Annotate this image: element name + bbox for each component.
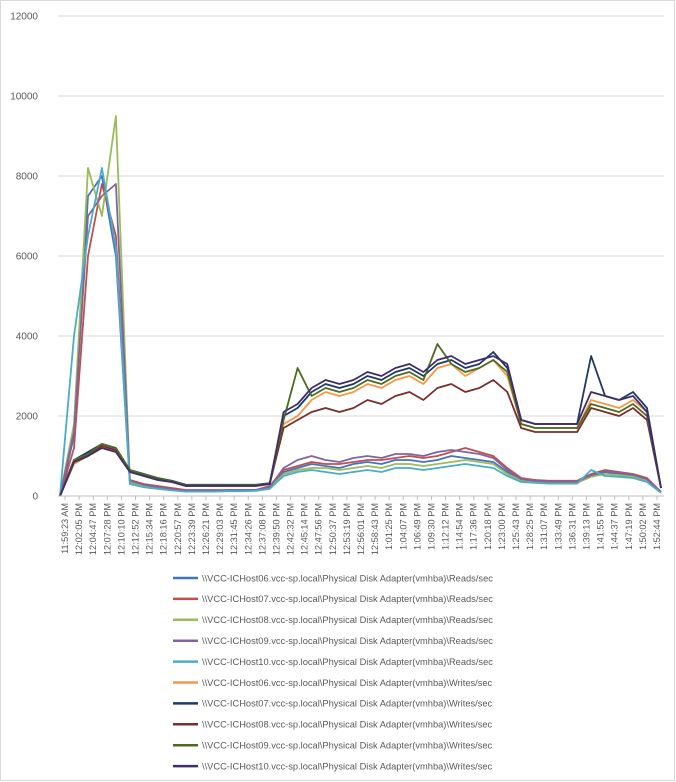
legend-label: \\VCC-ICHost08.vcc-sp.local\Physical Dis… <box>202 615 493 625</box>
x-tick-label: 12:07:28 PM <box>102 503 112 555</box>
x-tick-label: 1:36:31 PM <box>567 503 577 550</box>
x-tick-label: 12:58:43 PM <box>370 503 380 555</box>
x-axis-ticks: 11:59:23 AM 12:02:05 PM 12:04:47 PM 12:07:2… <box>60 496 662 555</box>
x-tick-label: 1:04:07 PM <box>398 503 408 550</box>
legend-item: \\VCC-ICHost06.vcc-sp.local\Physical Dis… <box>173 678 493 688</box>
x-tick-label: 1:47:19 PM <box>624 503 634 550</box>
x-tick-label: 12:04:47 PM <box>88 503 98 555</box>
x-tick-label: 1:25:43 PM <box>511 503 521 550</box>
y-tick-label: 6000 <box>16 252 39 263</box>
y-tick-label: 0 <box>32 492 38 503</box>
legend-item: \\VCC-ICHost10.vcc-sp.local\Physical Dis… <box>173 761 493 771</box>
series-line-5 <box>59 167 662 497</box>
legend-label: \\VCC-ICHost09.vcc-sp.local\Physical Dis… <box>202 636 493 646</box>
x-tick-label: 12:20:57 PM <box>173 503 183 555</box>
series-line-10 <box>59 355 662 497</box>
x-tick-label: 12:47:56 PM <box>314 503 324 555</box>
x-tick-label: 12:10:10 PM <box>116 503 126 555</box>
legend-item: \\VCC-ICHost06.vcc-sp.local\Physical Dis… <box>173 573 493 583</box>
x-tick-label: 11:59:23 AM <box>60 503 70 554</box>
x-tick-label: 1:28:25 PM <box>525 503 535 550</box>
series-line-3 <box>59 115 662 497</box>
x-tick-label: 12:12:52 PM <box>131 503 141 555</box>
y-tick-label: 8000 <box>16 172 39 183</box>
x-tick-label: 12:15:34 PM <box>145 503 155 555</box>
x-tick-label: 1:31:07 PM <box>539 503 549 550</box>
series-line-4 <box>59 183 662 497</box>
x-tick-label: 1:23:00 PM <box>497 503 507 550</box>
x-tick-label: 12:23:39 PM <box>187 503 197 555</box>
x-tick-label: 1:39:13 PM <box>581 503 591 550</box>
x-tick-label: 12:34:26 PM <box>243 503 253 555</box>
x-tick-label: 12:45:14 PM <box>300 503 310 555</box>
legend-item: \\VCC-ICHost07.vcc-sp.local\Physical Dis… <box>173 594 493 604</box>
x-tick-label: 1:14:54 PM <box>455 503 465 550</box>
legend-label: \\VCC-ICHost09.vcc-sp.local\Physical Dis… <box>202 741 493 751</box>
x-tick-label: 1:33:49 PM <box>553 503 563 550</box>
series-line-9 <box>59 343 662 497</box>
x-tick-label: 12:37:08 PM <box>257 503 267 555</box>
x-tick-label: 1:17:36 PM <box>469 503 479 550</box>
legend-item: \\VCC-ICHost09.vcc-sp.local\Physical Dis… <box>173 741 493 751</box>
legend-item: \\VCC-ICHost07.vcc-sp.local\Physical Dis… <box>173 699 493 709</box>
legend-label: \\VCC-ICHost07.vcc-sp.local\Physical Dis… <box>202 699 493 709</box>
y-tick-label: 12000 <box>10 12 38 23</box>
legend-label: \\VCC-ICHost06.vcc-sp.local\Physical Dis… <box>202 678 493 688</box>
x-tick-label: 1:12:12 PM <box>441 503 451 550</box>
y-tick-label: 4000 <box>16 332 39 343</box>
series-lines <box>59 115 662 497</box>
legend-label: \\VCC-ICHost07.vcc-sp.local\Physical Dis… <box>202 594 493 604</box>
x-tick-label: 12:02:05 PM <box>74 503 84 555</box>
x-tick-label: 12:50:37 PM <box>328 503 338 555</box>
x-tick-label: 12:18:16 PM <box>159 503 169 555</box>
y-tick-label: 2000 <box>16 412 39 423</box>
legend: \\VCC-ICHost06.vcc-sp.local\Physical Dis… <box>173 573 493 771</box>
x-tick-label: 12:29:03 PM <box>215 503 225 555</box>
x-tick-label: 1:44:37 PM <box>610 503 620 550</box>
x-tick-label: 12:26:21 PM <box>201 503 211 555</box>
legend-item: \\VCC-ICHost10.vcc-sp.local\Physical Dis… <box>173 657 493 667</box>
legend-label: \\VCC-ICHost10.vcc-sp.local\Physical Dis… <box>202 657 493 667</box>
legend-label: \\VCC-ICHost06.vcc-sp.local\Physical Dis… <box>202 573 493 583</box>
x-tick-label: 1:01:25 PM <box>384 503 394 550</box>
x-tick-label: 12:42:32 PM <box>286 503 296 555</box>
x-tick-label: 1:52:44 PM <box>652 503 662 550</box>
x-tick-label: 1:20:18 PM <box>483 503 493 550</box>
x-tick-label: 12:31:45 PM <box>229 503 239 555</box>
legend-item: \\VCC-ICHost09.vcc-sp.local\Physical Dis… <box>173 636 493 646</box>
x-tick-label: 1:41:55 PM <box>596 503 606 550</box>
y-tick-label: 10000 <box>10 92 38 103</box>
legend-label: \\VCC-ICHost08.vcc-sp.local\Physical Dis… <box>202 720 493 730</box>
legend-item: \\VCC-ICHost08.vcc-sp.local\Physical Dis… <box>173 720 493 730</box>
x-tick-label: 12:56:01 PM <box>356 503 366 555</box>
legend-item: \\VCC-ICHost08.vcc-sp.local\Physical Dis… <box>173 615 493 625</box>
x-tick-label: 1:06:49 PM <box>412 503 422 550</box>
x-tick-label: 1:09:30 PM <box>426 503 436 550</box>
legend-label: \\VCC-ICHost10.vcc-sp.local\Physical Dis… <box>202 761 493 771</box>
x-tick-label: 1:50:02 PM <box>638 503 648 550</box>
y-axis-ticks: 0 2000 4000 6000 8000 10000 12000 <box>10 12 38 503</box>
x-tick-label: 12:53:19 PM <box>342 503 352 555</box>
series-line-2 <box>59 183 662 497</box>
x-tick-label: 12:39:50 PM <box>271 503 281 555</box>
gridlines <box>58 15 664 417</box>
